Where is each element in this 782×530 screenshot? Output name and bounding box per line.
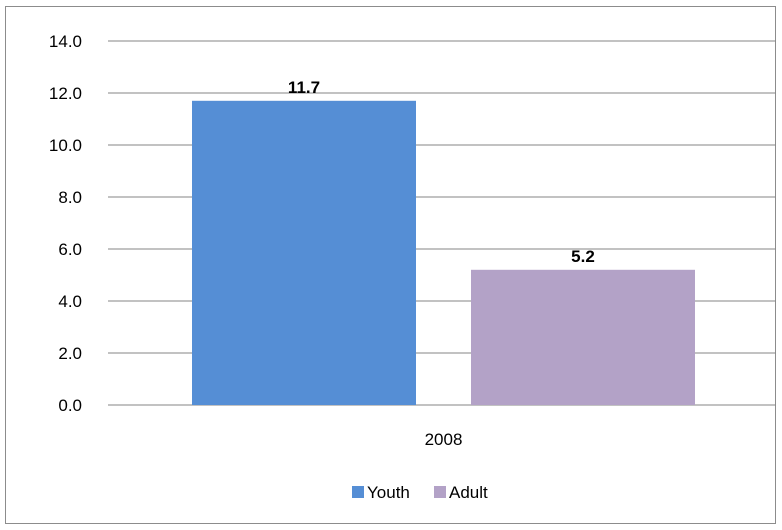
y-tick-label: 4.0 (58, 292, 82, 311)
legend-swatch-youth (352, 486, 364, 498)
bar-youth (192, 100, 416, 406)
data-label: 5.2 (571, 247, 595, 266)
y-tick-label: 6.0 (58, 240, 82, 259)
y-tick-label: 0.0 (58, 396, 82, 415)
y-tick-label: 2.0 (58, 344, 82, 363)
data-label: 11.7 (288, 78, 320, 97)
bar-adult (471, 269, 695, 405)
legend-label: Youth (367, 483, 410, 502)
legend-swatch-adult (434, 486, 446, 498)
y-tick-label: 8.0 (58, 188, 82, 207)
y-tick-label: 10.0 (49, 136, 82, 155)
y-tick-label: 14.0 (49, 32, 82, 51)
legend: Youth Adult (352, 483, 488, 502)
y-tick-label: 12.0 (49, 84, 82, 103)
bars (192, 100, 695, 406)
x-tick-label: 2008 (425, 430, 463, 449)
legend-label: Adult (449, 483, 488, 502)
labels: 0.0 2.0 4.0 6.0 8.0 10.0 12.0 14.0 11.7 5.2 2008 (49, 32, 595, 449)
